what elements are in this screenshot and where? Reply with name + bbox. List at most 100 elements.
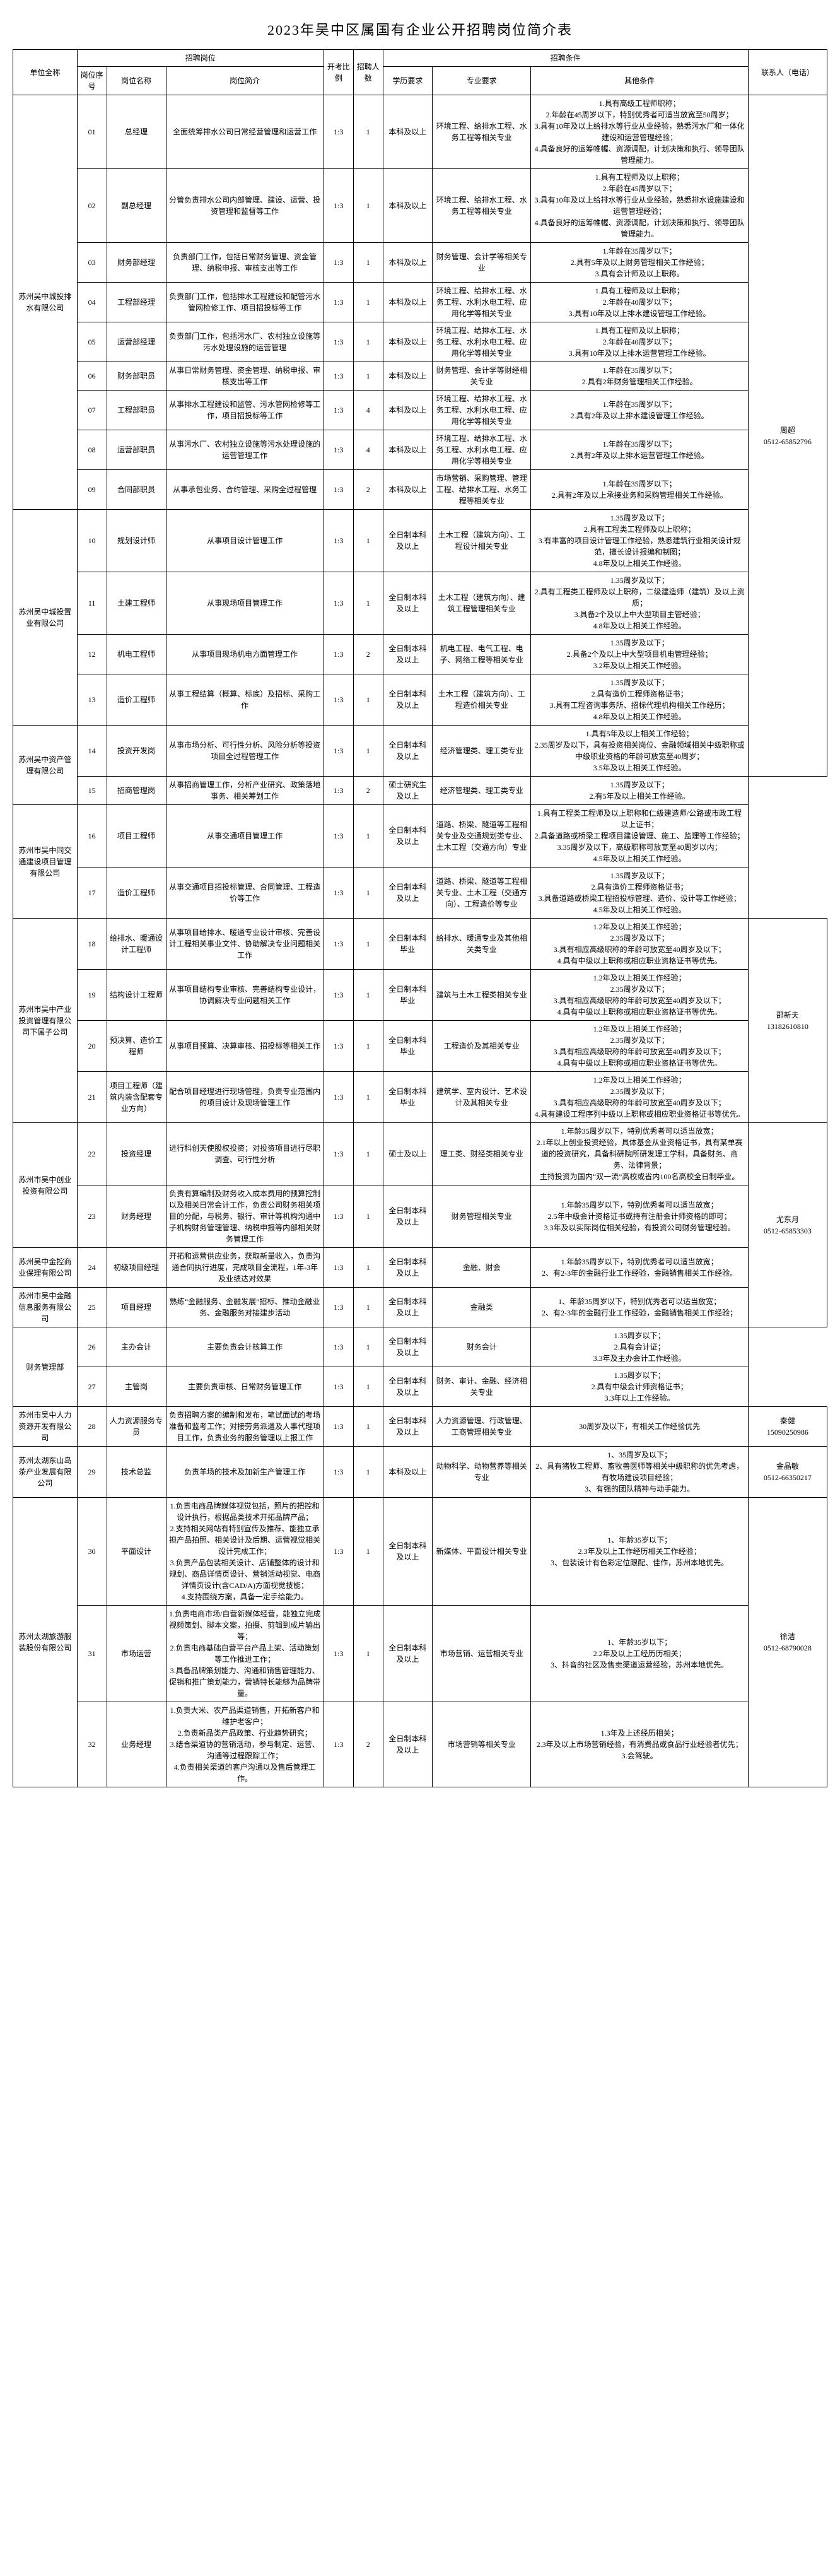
pos-name-cell: 技术总监 <box>107 1447 166 1498</box>
ratio-cell: 1:3 <box>324 470 353 510</box>
edu-cell: 本科及以上 <box>383 391 432 430</box>
contact-cell: 金晶敏 0512-66350217 <box>748 1447 827 1498</box>
edu-cell: 全日制本科毕业 <box>383 1072 432 1123</box>
ratio-cell: 1:3 <box>324 919 353 970</box>
pos-name-cell: 副总经理 <box>107 169 166 243</box>
pos-desc-cell: 从事日常财务管理、资金管理、纳税申报、审核支出等工作 <box>166 362 324 391</box>
edu-cell: 全日制本科及以上 <box>383 867 432 919</box>
seq-cell: 28 <box>77 1407 107 1447</box>
ratio-cell: 1:3 <box>324 322 353 362</box>
other-cell: 1.年龄35周岁以下，特别优秀者可以适当放宽； 2.5年中级会计资格证书或持有注… <box>531 1185 748 1248</box>
seq-cell: 20 <box>77 1021 107 1072</box>
seq-cell: 26 <box>77 1327 107 1367</box>
major-cell: 环境工程、给排水工程、水务工程、水利水电工程、应用化学等相关专业 <box>432 391 530 430</box>
pos-name-cell: 规划设计师 <box>107 510 166 572</box>
count-cell: 1 <box>353 1021 383 1072</box>
count-cell: 4 <box>353 391 383 430</box>
major-cell: 金融、财会 <box>432 1248 530 1288</box>
ratio-cell: 1:3 <box>324 1072 353 1123</box>
other-cell: 1.年龄35周岁以下，特别优秀者可以适当放宽； 2、有2-3年的金融行业工作经验… <box>531 1248 748 1288</box>
ratio-cell: 1:3 <box>324 430 353 470</box>
table-row: 23财务经理负责有算编制及财务收入成本费用的预算控制以及相关日常会计工作，负责公… <box>13 1185 827 1248</box>
other-cell: 1.35周岁及以下； 2.具有工程类工程师及以上职称； 3.有丰富的项目设计管理… <box>531 510 748 572</box>
table-row: 苏州吴中资产管理有限公司14投资开发岗从事市场分析、可行性分析、风险分析等投资项… <box>13 726 827 777</box>
edu-cell: 全日制本科及以上 <box>383 1185 432 1248</box>
pos-name-cell: 工程部职员 <box>107 391 166 430</box>
pos-desc-cell: 从事项目设计管理工作 <box>166 510 324 572</box>
unit-name: 苏州市吴中人力资源开发有限公司 <box>13 1407 78 1447</box>
th-unit: 单位全称 <box>13 50 78 95</box>
ratio-cell: 1:3 <box>324 1248 353 1288</box>
ratio-cell: 1:3 <box>324 777 353 805</box>
table-row: 09合同部职员从事承包业务、合约管理、采购全过程管理1:32本科及以上市场营销、… <box>13 470 827 510</box>
pos-name-cell: 财务部经理 <box>107 243 166 283</box>
table-row: 17造价工程师从事交通项目招投标管理、合同管理、工程造价等工作1:31全日制本科… <box>13 867 827 919</box>
edu-cell: 全日制本科毕业 <box>383 1021 432 1072</box>
table-row: 苏州吴中金控商业保理有限公司24初级项目经理开拓和运营供应业务，获取新量收入，负… <box>13 1248 827 1288</box>
seq-cell: 09 <box>77 470 107 510</box>
ratio-cell: 1:3 <box>324 169 353 243</box>
pos-name-cell: 初级项目经理 <box>107 1248 166 1288</box>
pos-name-cell: 招商管理岗 <box>107 777 166 805</box>
ratio-cell: 1:3 <box>324 1447 353 1498</box>
th-edu: 学历要求 <box>383 67 432 95</box>
major-cell: 理工类、财经类相关专业 <box>432 1123 530 1185</box>
ratio-cell: 1:3 <box>324 1606 353 1702</box>
contact-cell: 尤东月 0512-65853303 <box>748 1123 827 1327</box>
count-cell: 1 <box>353 1288 383 1327</box>
table-row: 31市场运营1.负责电商市场/自营新媒体经营，能独立完成视频策划、脚本文案，拍摄… <box>13 1606 827 1702</box>
contact-cell: 秦健 15090250986 <box>748 1407 827 1447</box>
table-row: 32业务经理1.负责大米、农产品渠道销售，开拓新客户和维护老客户； 2.负责新品… <box>13 1702 827 1787</box>
other-cell: 1、年龄35岁以下； 2.2年及以上工经历历相关； 3、抖音的社区及售卖渠道运营… <box>531 1606 748 1702</box>
pos-name-cell: 项目经理 <box>107 1288 166 1327</box>
ratio-cell: 1:3 <box>324 726 353 777</box>
th-major: 专业要求 <box>432 67 530 95</box>
pos-name-cell: 项目工程师 <box>107 805 166 867</box>
major-cell: 土木工程（建筑方向）、工程造价相关专业 <box>432 674 530 726</box>
count-cell: 1 <box>353 1498 383 1606</box>
edu-cell: 全日制本科及以上 <box>383 572 432 635</box>
table-row: 02副总经理分管负责排水公司内部管理、建设、运营、投资管理和监督等工作1:31本… <box>13 169 827 243</box>
seq-cell: 23 <box>77 1185 107 1248</box>
table-row: 08运营部职员从事污水厂、农村独立设施等污水处理设施的运营管理工作1:34本科及… <box>13 430 827 470</box>
pos-desc-cell: 负责部门工作，包括污水厂、农村独立设施等污水处理设施的运营管理 <box>166 322 324 362</box>
pos-desc-cell: 1.负责电商品牌媒体视觉包括，照片的把控和设计执行，根据品类技术开拓品牌产品； … <box>166 1498 324 1606</box>
major-cell: 建筑与土木工程类相关专业 <box>432 970 530 1021</box>
count-cell: 1 <box>353 1407 383 1447</box>
pos-desc-cell: 从事市场分析、可行性分析、风险分析等投资项目全过程管理工作 <box>166 726 324 777</box>
ratio-cell: 1:3 <box>324 1327 353 1367</box>
th-req-group: 招聘条件 <box>383 50 748 67</box>
count-cell: 1 <box>353 867 383 919</box>
major-cell: 市场营销、运营相关专业 <box>432 1606 530 1702</box>
major-cell: 环境工程、给排水工程、水务工程等相关专业 <box>432 169 530 243</box>
seq-cell: 21 <box>77 1072 107 1123</box>
other-cell: 1.2年及以上相关工作经验； 2.35周岁及以下； 3.具有相应高级职称的年龄可… <box>531 919 748 970</box>
ratio-cell: 1:3 <box>324 1407 353 1447</box>
count-cell: 1 <box>353 1248 383 1288</box>
pos-desc-cell: 1.负责电商市场/自营新媒体经营，能独立完成视频策划、脚本文案，拍摄、剪辑到成片… <box>166 1606 324 1702</box>
table-row: 05运营部经理负责部门工作，包括污水厂、农村独立设施等污水处理设施的运营管理1:… <box>13 322 827 362</box>
ratio-cell: 1:3 <box>324 635 353 674</box>
other-cell: 1.2年及以上相关工作经验； 2.35周岁及以下； 3.具有相应高级职称的年龄可… <box>531 970 748 1021</box>
major-cell: 市场营销、采购管理、管理工程、给排水工程、水务工程等相关专业 <box>432 470 530 510</box>
pos-desc-cell: 从事项目现场机电方面管理工作 <box>166 635 324 674</box>
edu-cell: 全日制本科及以上 <box>383 674 432 726</box>
seq-cell: 03 <box>77 243 107 283</box>
major-cell: 环境工程、给排水工程、水务工程、水利水电工程、应用化学等相关专业 <box>432 283 530 322</box>
pos-name-cell: 市场运营 <box>107 1606 166 1702</box>
count-cell: 1 <box>353 95 383 169</box>
th-other: 其他条件 <box>531 67 748 95</box>
pos-desc-cell: 熟练“金融服务、金融发展”招标、推动金融业务、金融服务对接建步活动 <box>166 1288 324 1327</box>
contact-cell: 邵新夫 13182610810 <box>748 919 827 1123</box>
major-cell: 财务管理、会计学等相关专业 <box>432 243 530 283</box>
other-cell: 1.具有高级工程师职称； 2.年龄在45周岁以下，特别优秀者可适当放宽至50周岁… <box>531 95 748 169</box>
seq-cell: 18 <box>77 919 107 970</box>
ratio-cell: 1:3 <box>324 674 353 726</box>
ratio-cell: 1:3 <box>324 970 353 1021</box>
ratio-cell: 1:3 <box>324 1288 353 1327</box>
pos-desc-cell: 从事工程结算（概算、标底）及招标、采购工作 <box>166 674 324 726</box>
count-cell: 1 <box>353 805 383 867</box>
pos-name-cell: 总经理 <box>107 95 166 169</box>
pos-name-cell: 造价工程师 <box>107 867 166 919</box>
seq-cell: 06 <box>77 362 107 391</box>
